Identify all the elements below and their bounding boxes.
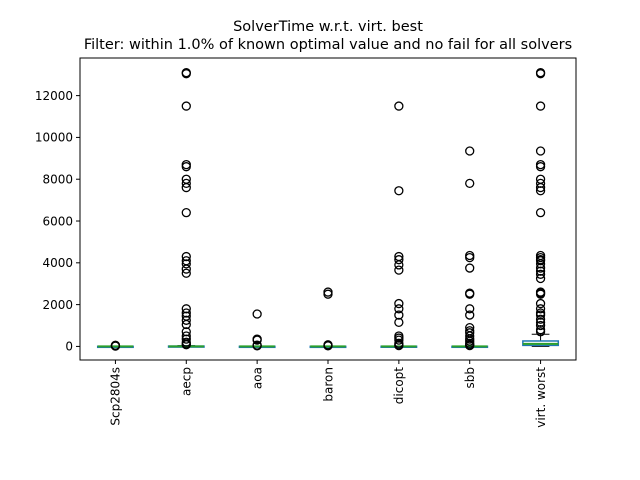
outlier-point <box>535 289 546 299</box>
outlier-point <box>181 259 191 269</box>
box-virt-worst <box>522 67 560 347</box>
outlier-point <box>465 310 475 320</box>
outlier-point <box>181 162 191 172</box>
plot-frame <box>79 57 577 361</box>
outlier-point <box>181 308 191 318</box>
outlier-point <box>535 256 546 266</box>
outlier-point <box>181 178 191 189</box>
outlier-point <box>181 315 191 325</box>
outlier-point <box>323 289 333 299</box>
x-tick-label: baron <box>321 367 335 402</box>
outlier-point <box>535 182 546 193</box>
outlier-point <box>535 317 546 328</box>
outlier-point <box>394 255 404 265</box>
outlier-point <box>465 146 475 156</box>
x-tick-label: aecp <box>180 367 194 396</box>
outlier-point <box>465 252 475 263</box>
box-sbb <box>451 146 489 351</box>
outlier-point <box>465 263 475 273</box>
outlier-point <box>535 69 546 79</box>
outlier-point <box>394 317 404 328</box>
plot-area <box>96 67 560 351</box>
outlier-point <box>535 298 546 309</box>
outlier-point <box>181 340 191 350</box>
outlier-point <box>535 208 546 218</box>
outlier-point <box>394 265 404 275</box>
y-axis: 0 2000 4000 6000 8000 10000 12000 <box>35 89 80 354</box>
outlier-point <box>181 101 191 111</box>
outlier-point <box>465 178 475 189</box>
outlier-point <box>394 335 404 345</box>
outlier-point <box>535 320 546 331</box>
outlier-point <box>465 340 475 351</box>
box-baron <box>309 287 347 351</box>
outlier-point <box>535 186 546 196</box>
outlier-point <box>394 186 404 196</box>
outlier-point <box>535 314 546 324</box>
outlier-point <box>535 304 546 314</box>
x-tick-label: dicopt <box>392 367 406 405</box>
outlier-point <box>181 69 191 79</box>
x-axis: Scp2804s aecp aoa baron dicopt sbb virt. worst <box>109 360 548 428</box>
outlier-point <box>535 263 546 273</box>
y-tick-label: 10000 <box>35 131 73 145</box>
outlier-point <box>181 304 191 314</box>
box-dicopt <box>380 101 418 351</box>
outlier-point <box>181 182 191 193</box>
y-tick-label: 8000 <box>42 173 73 187</box>
outlier-point <box>394 298 404 309</box>
outlier-point <box>394 101 404 111</box>
outlier-point <box>535 327 546 337</box>
y-tick-label: 2000 <box>42 298 73 312</box>
outlier-point <box>394 304 404 314</box>
outlier-point <box>181 264 191 274</box>
outlier-point <box>465 289 475 299</box>
outlier-point <box>181 251 191 262</box>
outlier-point <box>323 341 333 351</box>
outlier-point <box>394 260 404 270</box>
outlier-point <box>181 334 191 344</box>
outlier-point <box>252 309 262 319</box>
outlier-point <box>465 331 475 341</box>
x-tick-label: virt. worst <box>534 367 548 428</box>
outlier-point <box>181 268 191 278</box>
outlier-point <box>535 178 546 189</box>
outlier-point <box>181 327 191 337</box>
box-aoa <box>238 309 276 351</box>
outlier-point <box>252 341 262 351</box>
outlier-point <box>535 269 546 279</box>
outlier-point <box>252 335 262 345</box>
y-tick-label: 0 <box>65 340 73 354</box>
outlier-point <box>394 340 404 351</box>
x-tick-label: sbb <box>463 367 477 389</box>
outlier-point <box>181 319 191 330</box>
x-tick-label: Scp2804s <box>109 367 123 426</box>
y-tick-label: 12000 <box>35 89 73 103</box>
outlier-point <box>535 101 546 111</box>
outlier-point <box>535 310 546 320</box>
box-aecp <box>167 67 205 350</box>
outlier-point <box>535 162 546 172</box>
chart-title: SolverTime w.r.t. virt. best <box>233 19 423 35</box>
outlier-point <box>110 340 121 350</box>
outlier-point <box>535 146 546 156</box>
x-tick-label: aoa <box>250 367 264 389</box>
outlier-point <box>535 266 546 276</box>
outlier-point <box>535 273 546 284</box>
y-tick-label: 4000 <box>42 256 73 270</box>
outlier-point <box>181 208 191 218</box>
outlier-point <box>535 259 546 269</box>
chart-subtitle: Filter: within 1.0% of known optimal val… <box>84 37 572 53</box>
box-scp2804s <box>96 340 134 351</box>
outlier-point <box>465 304 475 314</box>
outlier-point <box>394 310 404 320</box>
y-tick-label: 6000 <box>42 214 73 228</box>
